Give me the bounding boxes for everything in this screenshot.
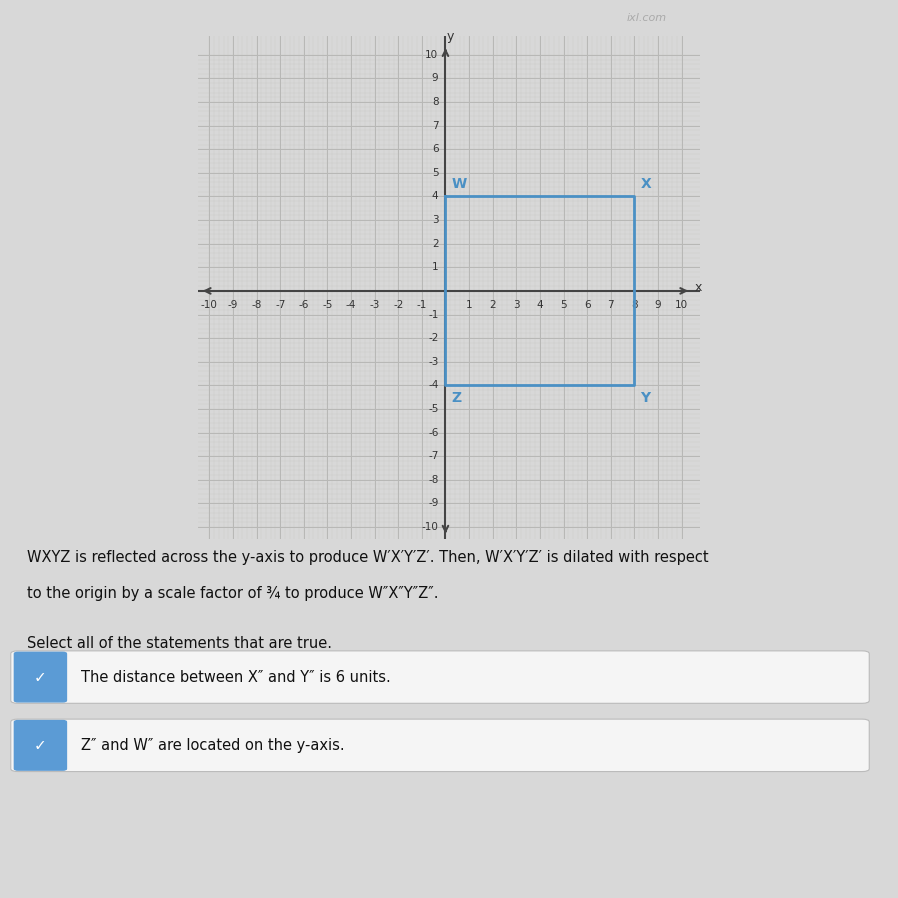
Text: ✓: ✓: [34, 670, 47, 684]
Text: -5: -5: [428, 404, 438, 414]
Text: Select all of the statements that are true.: Select all of the statements that are tr…: [27, 636, 332, 651]
FancyBboxPatch shape: [14, 720, 66, 770]
Text: -2: -2: [393, 300, 403, 311]
Text: 4: 4: [537, 300, 543, 311]
Text: 4: 4: [432, 191, 438, 201]
Text: W: W: [452, 177, 467, 190]
Text: Y: Y: [640, 392, 650, 405]
Text: -9: -9: [228, 300, 238, 311]
Text: 8: 8: [631, 300, 638, 311]
Text: 1: 1: [466, 300, 472, 311]
Text: 6: 6: [432, 145, 438, 154]
Text: 1: 1: [432, 262, 438, 272]
Text: 3: 3: [432, 216, 438, 225]
Text: -2: -2: [428, 333, 438, 343]
Text: WXYZ is reflected across the y-axis to produce W′X′Y′Z′. Then, W′X′Y′Z′ is dilat: WXYZ is reflected across the y-axis to p…: [27, 550, 709, 565]
Text: 9: 9: [432, 74, 438, 84]
Text: 10: 10: [675, 300, 688, 311]
Text: to the origin by a scale factor of ¾ to produce W″X″Y″Z″.: to the origin by a scale factor of ¾ to …: [27, 585, 438, 601]
FancyBboxPatch shape: [11, 651, 869, 703]
Text: -10: -10: [421, 522, 438, 532]
Text: Z″ and W″ are located on the y-axis.: Z″ and W″ are located on the y-axis.: [81, 738, 345, 753]
Text: -4: -4: [428, 381, 438, 391]
Text: 3: 3: [513, 300, 520, 311]
FancyBboxPatch shape: [14, 652, 66, 702]
Text: 7: 7: [607, 300, 614, 311]
Text: -5: -5: [322, 300, 332, 311]
Text: -6: -6: [299, 300, 309, 311]
Text: -4: -4: [346, 300, 357, 311]
Text: 2: 2: [489, 300, 496, 311]
Text: -1: -1: [417, 300, 427, 311]
Text: X: X: [640, 177, 651, 190]
Text: 9: 9: [655, 300, 661, 311]
Text: 5: 5: [432, 168, 438, 178]
Text: -3: -3: [369, 300, 380, 311]
Text: 6: 6: [584, 300, 590, 311]
Text: 7: 7: [432, 120, 438, 130]
FancyBboxPatch shape: [11, 719, 869, 771]
Text: -6: -6: [428, 427, 438, 437]
Text: 8: 8: [432, 97, 438, 107]
Text: Z: Z: [452, 392, 462, 405]
Text: y: y: [446, 30, 453, 43]
Text: -8: -8: [251, 300, 262, 311]
Text: x: x: [694, 281, 702, 294]
Text: The distance between X″ and Y″ is 6 units.: The distance between X″ and Y″ is 6 unit…: [81, 670, 391, 684]
Text: -10: -10: [201, 300, 218, 311]
Text: -9: -9: [428, 498, 438, 508]
Text: -7: -7: [275, 300, 286, 311]
Text: -7: -7: [428, 451, 438, 462]
Text: 5: 5: [560, 300, 567, 311]
Text: -3: -3: [428, 357, 438, 366]
Text: ixl.com: ixl.com: [627, 13, 666, 23]
Text: ✓: ✓: [34, 738, 47, 753]
Text: 10: 10: [426, 49, 438, 60]
Text: 2: 2: [432, 239, 438, 249]
Text: -1: -1: [428, 310, 438, 320]
Text: -8: -8: [428, 475, 438, 485]
